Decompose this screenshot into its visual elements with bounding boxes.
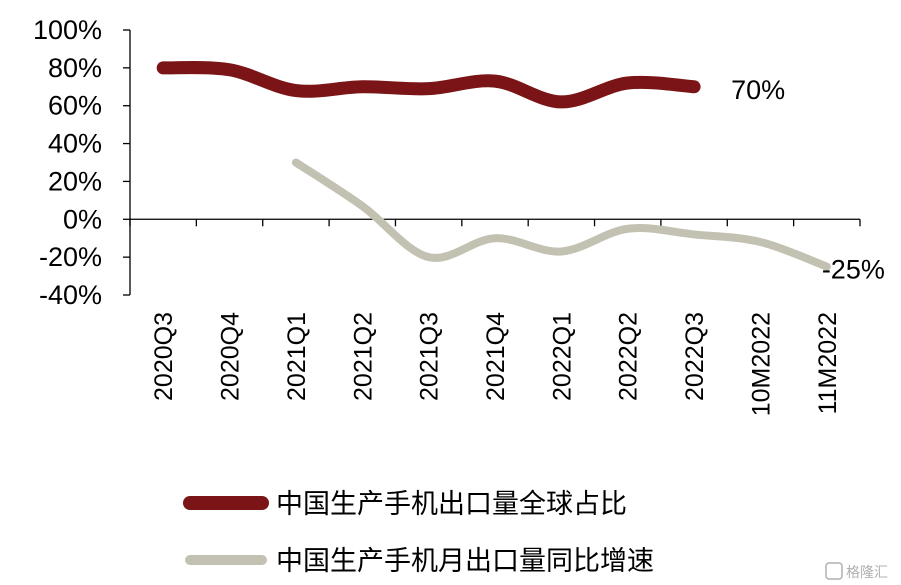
x-tick-label: 2022Q3 xyxy=(681,312,709,401)
y-tick-label: -20% xyxy=(39,242,102,272)
axes xyxy=(129,30,860,295)
y-axis-ticks: 100% 80% 60% 40% 20% 0% -20% -40% xyxy=(33,15,130,310)
watermark-text: 格隆汇 xyxy=(846,565,888,581)
legend-label-share: 中国生产手机出口量全球占比 xyxy=(276,489,627,520)
y-tick-label: 0% xyxy=(63,204,102,234)
x-tick-label: 10M2022 xyxy=(747,312,775,416)
annotation-last-share: 70% xyxy=(731,75,785,105)
x-tick-label: 11M2022 xyxy=(814,312,842,414)
legend-label-growth: 中国生产手机月出口量同比增速 xyxy=(276,546,654,577)
x-tick-label: 2022Q2 xyxy=(615,312,643,401)
y-tick-label: 20% xyxy=(48,166,102,196)
y-tick-label: 80% xyxy=(48,53,102,83)
y-tick-label: 100% xyxy=(33,15,102,45)
x-tick-label: 2020Q3 xyxy=(150,312,178,401)
series-line-share xyxy=(156,61,701,109)
series-line-growth xyxy=(291,158,831,271)
y-tick-label: 60% xyxy=(48,91,102,121)
x-tick-label: 2021Q1 xyxy=(283,312,311,401)
legend: 中国生产手机出口量全球占比 中国生产手机月出口量同比增速 xyxy=(183,489,654,577)
x-tick-label: 2021Q3 xyxy=(416,312,444,401)
series-lines xyxy=(156,61,831,271)
x-tick-label: 2021Q2 xyxy=(349,312,377,401)
x-tick-label: 2022Q1 xyxy=(548,312,576,401)
x-tick-label: 2021Q4 xyxy=(482,312,510,401)
x-tick-label: 2020Q4 xyxy=(217,312,245,401)
annotations: 70% -25% xyxy=(731,75,885,285)
annotation-last-growth: -25% xyxy=(822,255,885,285)
x-axis-ticks: 2020Q3 2020Q4 2021Q1 2021Q2 2021Q3 2021Q4 2022… xyxy=(129,219,861,416)
y-tick-label: 40% xyxy=(48,129,102,159)
watermark-icon xyxy=(825,562,843,580)
y-tick-label: -40% xyxy=(39,280,102,310)
watermark: 格隆汇 xyxy=(825,562,888,581)
